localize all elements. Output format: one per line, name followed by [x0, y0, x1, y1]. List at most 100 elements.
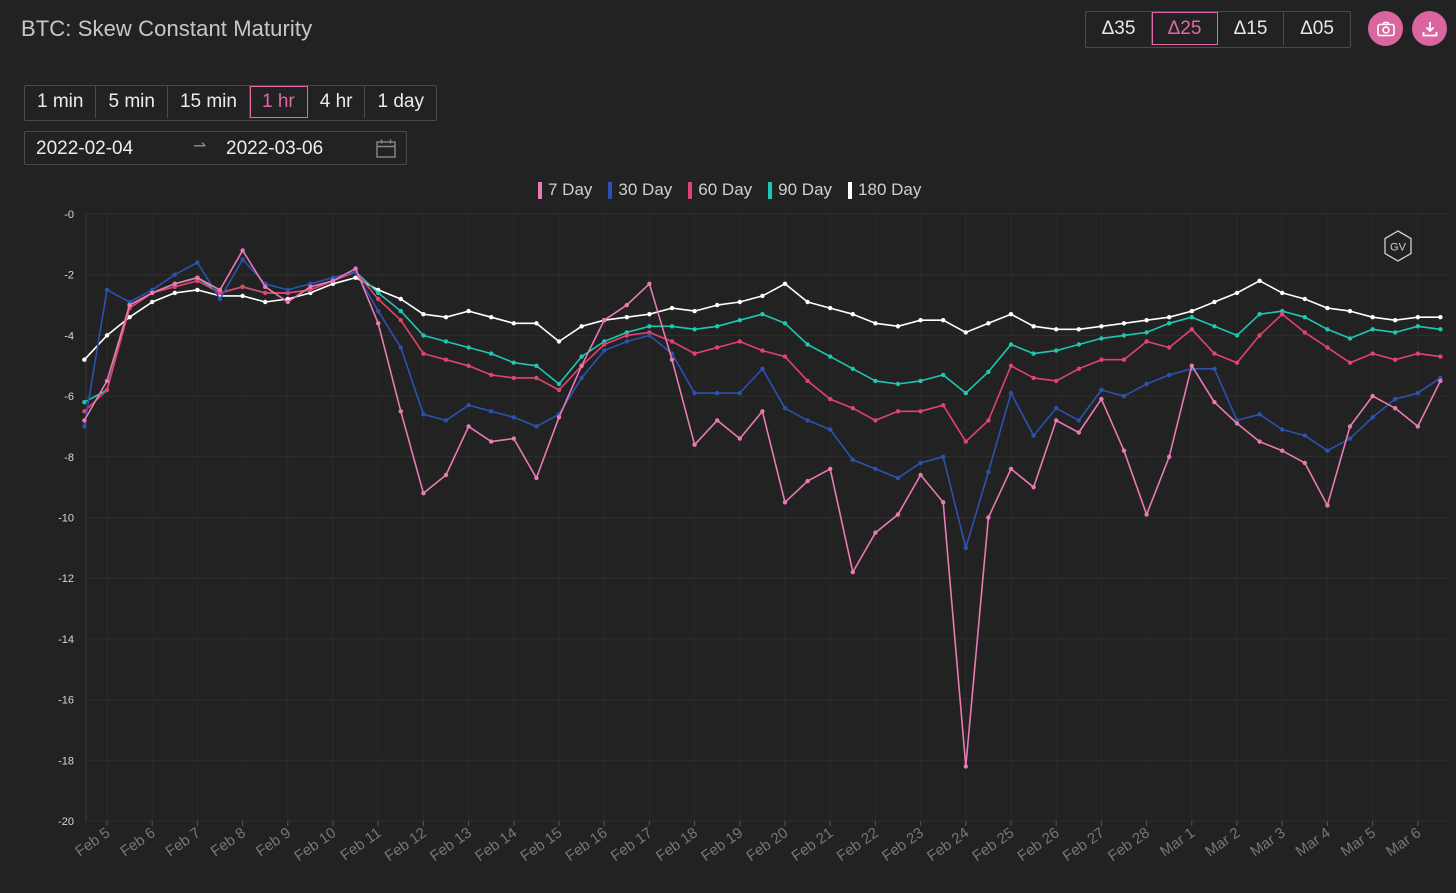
data-point — [782, 500, 788, 505]
x-tick-label: Mar 1 — [1157, 824, 1198, 860]
y-tick-label: -0 — [64, 209, 74, 221]
tf-15min-button[interactable]: 15 min — [168, 86, 250, 118]
data-point — [1167, 372, 1172, 378]
y-tick-label: -8 — [64, 452, 74, 464]
delta-05-button[interactable]: Δ05 — [1300, 18, 1334, 39]
data-point — [1076, 327, 1082, 332]
data-point — [150, 290, 155, 296]
legend-item-7day[interactable]: 7 Day — [538, 180, 592, 200]
data-point — [1302, 315, 1308, 320]
data-point — [240, 284, 245, 289]
series-7-day — [82, 248, 1443, 769]
data-point — [1325, 448, 1330, 453]
end-date[interactable]: 2022-03-06 — [226, 138, 324, 159]
data-point — [805, 378, 810, 384]
data-point — [1415, 424, 1421, 429]
data-point — [398, 296, 403, 302]
data-point — [195, 260, 200, 265]
data-point — [376, 321, 381, 326]
x-tick-label: Feb 7 — [163, 824, 204, 860]
calendar-icon[interactable] — [376, 139, 396, 158]
data-point — [376, 296, 381, 302]
data-point — [1212, 366, 1217, 371]
delta-25-button[interactable]: Δ25 — [1152, 12, 1218, 45]
timeframe-selector: 1 min 5 min 15 min 1 hr 4 hr 1 day — [24, 85, 437, 121]
data-point — [895, 475, 901, 481]
tf-5min-button[interactable]: 5 min — [96, 86, 168, 118]
data-point — [895, 324, 901, 329]
data-point — [421, 491, 426, 496]
delta-35-button[interactable]: Δ35 — [1086, 12, 1152, 45]
tf-1min-button[interactable]: 1 min — [25, 86, 97, 118]
tf-1hr-button[interactable]: 1 hr — [249, 86, 308, 118]
data-point — [669, 305, 675, 311]
data-point — [1302, 460, 1308, 466]
chart-grid — [85, 213, 1448, 826]
data-point — [737, 390, 742, 396]
legend-item-90day[interactable]: 90 Day — [768, 180, 832, 200]
data-point — [737, 339, 742, 344]
data-point — [850, 406, 855, 411]
data-point — [918, 318, 923, 323]
data-point — [534, 321, 539, 326]
delta-selector: Δ35 Δ25 Δ15 Δ05 — [1085, 11, 1351, 48]
legend-item-60day[interactable]: 60 Day — [688, 180, 752, 200]
y-tick-label: -20 — [58, 816, 74, 828]
data-point — [669, 339, 675, 344]
data-point — [104, 287, 110, 293]
data-point — [511, 436, 516, 441]
data-point — [963, 439, 968, 444]
data-point — [1031, 324, 1036, 329]
legend-swatch — [768, 181, 773, 199]
data-point — [1076, 418, 1082, 423]
data-point — [941, 372, 946, 378]
y-tick-label: -6 — [64, 391, 74, 403]
data-point — [1347, 360, 1353, 365]
start-date[interactable]: 2022-02-04 — [36, 138, 134, 159]
data-point — [1008, 312, 1014, 317]
tf-4hr-button[interactable]: 4 hr — [308, 86, 366, 118]
data-point — [805, 478, 810, 484]
legend-item-30day[interactable]: 30 Day — [608, 180, 672, 200]
data-point — [1008, 466, 1014, 472]
x-tick-label: Feb 26 — [1014, 824, 1062, 865]
page-title: BTC: Skew Constant Maturity — [21, 16, 313, 41]
x-tick-label: Feb 12 — [382, 824, 430, 865]
data-point — [421, 351, 426, 356]
data-point — [1054, 418, 1059, 423]
data-point — [421, 412, 426, 417]
data-point — [489, 315, 494, 320]
data-point — [285, 299, 290, 305]
screenshot-button[interactable] — [1368, 11, 1403, 46]
data-point — [398, 308, 403, 314]
tf-1day-button[interactable]: 1 day — [377, 91, 424, 112]
data-point — [511, 375, 516, 381]
x-tick-label: Feb 19 — [698, 824, 746, 865]
data-point — [692, 390, 697, 396]
x-tick-label: Feb 24 — [924, 824, 972, 865]
data-point — [760, 409, 765, 414]
data-point — [1212, 400, 1217, 405]
download-button[interactable] — [1412, 11, 1447, 46]
data-point — [1031, 433, 1036, 438]
x-tick-label: Feb 22 — [834, 824, 882, 865]
delta-15-button[interactable]: Δ15 — [1218, 12, 1284, 45]
data-point — [398, 318, 403, 323]
data-point — [263, 299, 268, 305]
data-point — [1393, 406, 1398, 411]
legend-item-180day[interactable]: 180 Day — [848, 180, 921, 200]
data-point — [1257, 439, 1262, 444]
camera-icon — [1376, 21, 1395, 36]
data-point — [963, 330, 968, 335]
x-tick-label: Feb 15 — [517, 824, 565, 865]
data-point — [1257, 312, 1262, 317]
data-point — [1076, 342, 1082, 347]
date-range-picker[interactable]: 2022-02-04 ⇀ 2022-03-06 — [24, 131, 407, 165]
legend-swatch — [538, 181, 542, 199]
data-point — [782, 321, 788, 326]
data-point — [895, 512, 901, 517]
x-tick-label: Feb 14 — [472, 824, 520, 865]
data-point — [737, 436, 742, 441]
data-point — [1325, 327, 1330, 332]
data-point — [217, 287, 223, 293]
